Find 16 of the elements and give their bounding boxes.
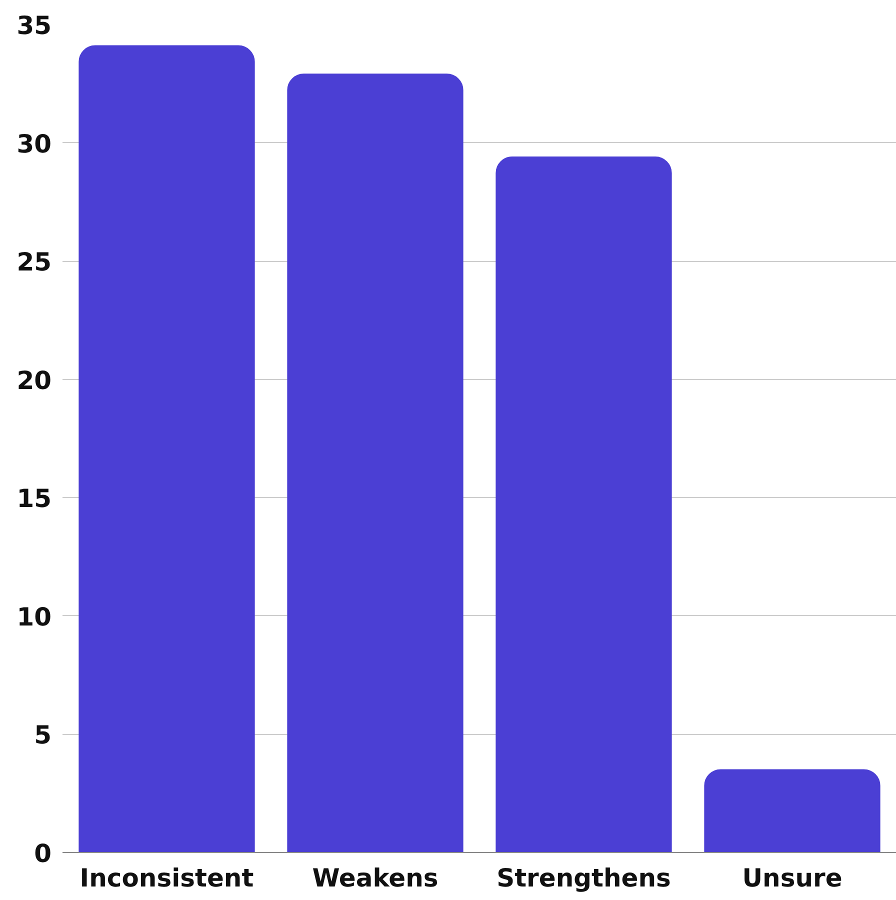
x-tick-label: Weakens — [312, 864, 438, 892]
bar — [287, 74, 464, 852]
x-tick-label: Strengthens — [496, 864, 671, 892]
y-tick-label: 30 — [16, 129, 52, 158]
y-tick-label: 35 — [16, 11, 52, 40]
bar — [78, 45, 255, 852]
y-tick-label: 20 — [16, 366, 52, 395]
x-tick-label: Inconsistent — [80, 864, 254, 892]
y-tick-label: 10 — [16, 602, 52, 632]
y-tick-label: 15 — [16, 484, 52, 514]
bar — [704, 769, 880, 852]
y-tick-label: 5 — [34, 720, 52, 750]
x-tick-label: Unsure — [742, 864, 842, 892]
y-tick-label: 25 — [16, 248, 52, 277]
y-tick-label: 0 — [34, 839, 52, 868]
bar — [496, 156, 672, 852]
